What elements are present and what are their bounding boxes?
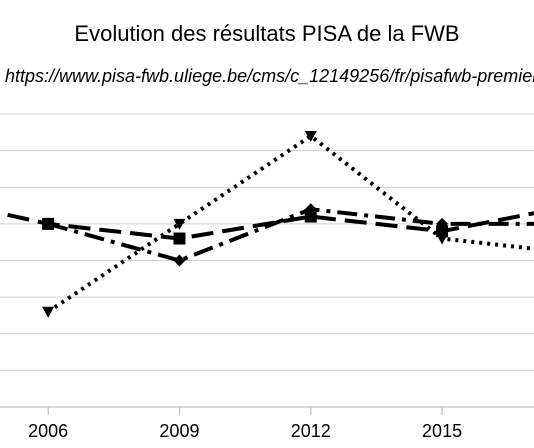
- x-tick-label: 2015: [422, 421, 462, 441]
- x-tick-label: 2006: [28, 421, 68, 441]
- data-point-diamond: [436, 217, 449, 230]
- x-tick-label: 2012: [291, 421, 331, 441]
- series-line-1: [0, 211, 534, 241]
- data-point-triangle: [436, 233, 449, 245]
- chart-subtitle: https://www.pisa-fwb.uliege.be/cms/c_121…: [5, 66, 534, 86]
- data-point-diamond: [304, 203, 317, 216]
- series-line-2: [47, 207, 534, 263]
- chart-title: Evolution des résultats PISA de la FWB: [74, 21, 460, 46]
- data-point-square: [304, 210, 317, 223]
- series-line-3: [47, 133, 534, 314]
- data-point-triangle: [173, 218, 186, 230]
- data-point-square: [173, 232, 186, 245]
- data-point-triangle: [304, 130, 317, 142]
- data-point-triangle: [42, 306, 55, 318]
- x-tick-label: 2009: [159, 421, 199, 441]
- data-point-diamond: [173, 254, 186, 267]
- data-point-diamond: [42, 217, 55, 230]
